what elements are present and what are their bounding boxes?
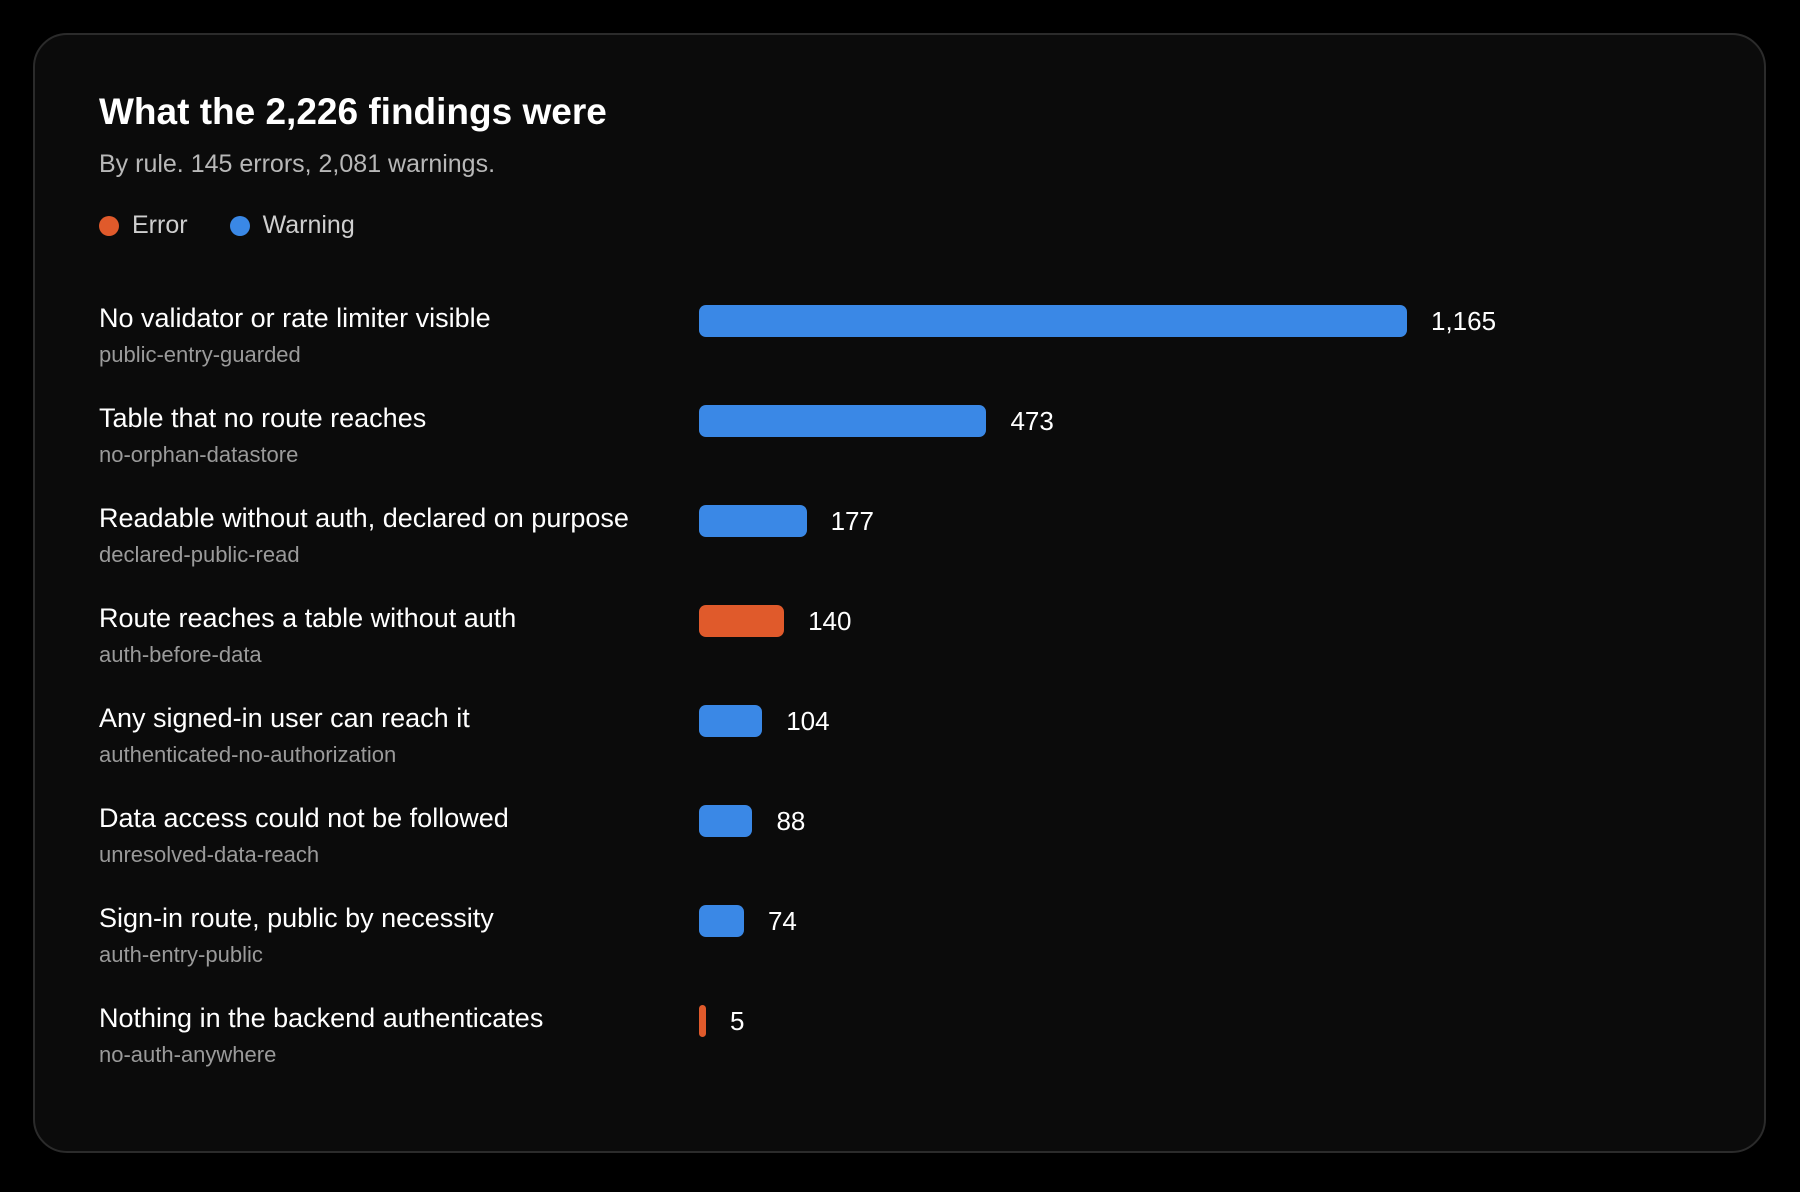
legend: Error Warning xyxy=(99,211,397,240)
chart-subtitle: By rule. 145 errors, 2,081 warnings. xyxy=(99,150,496,178)
bar-label: Sign-in route, public by necessity xyxy=(99,903,494,933)
error-dot-icon xyxy=(99,215,119,236)
bar-unresolved-data-reach xyxy=(699,805,753,837)
bar-authenticated-no-authorization xyxy=(699,705,763,737)
bar-no-orphan-datastore xyxy=(699,405,987,437)
bar-public-entry-guarded xyxy=(699,305,1407,337)
warning-dot-icon xyxy=(229,215,250,236)
rule-id-label: auth-entry-public xyxy=(99,942,263,967)
bar-label: Route reaches a table without auth xyxy=(99,603,517,633)
bar-row: Data access could not be followed unresol… xyxy=(35,803,1764,903)
rule-id-label: no-auth-anywhere xyxy=(99,1042,277,1067)
bar-value-label: 473 xyxy=(1010,406,1054,436)
bar-row: Table that no route reaches no-orphan-dat… xyxy=(35,403,1764,503)
legend-label-warning: Warning xyxy=(262,211,355,239)
bar-row: No validator or rate limiter visible publ… xyxy=(35,303,1764,403)
bar-value-label: 88 xyxy=(776,806,806,836)
bar-value-label: 1,165 xyxy=(1431,306,1497,336)
bar-label: Data access could not be followed xyxy=(99,803,509,833)
bar-declared-public-read xyxy=(699,505,807,537)
bar-row: Any signed-in user can reach it authentic… xyxy=(35,703,1764,803)
bar-value-label: 104 xyxy=(786,706,830,736)
rule-id-label: unresolved-data-reach xyxy=(99,842,320,867)
bar-value-label: 5 xyxy=(730,1006,745,1036)
rule-id-label: public-entry-guarded xyxy=(99,342,301,367)
chart-card: What the 2,226 findings were By rule. 14… xyxy=(33,33,1766,1153)
rule-id-label: authenticated-no-authorization xyxy=(99,742,397,767)
bar-no-auth-anywhere xyxy=(699,1005,706,1037)
bar-row: Nothing in the backend authenticates no-a… xyxy=(35,1003,1764,1103)
chart-title: What the 2,226 findings were xyxy=(99,91,607,132)
legend-item-warning: Warning xyxy=(229,211,355,240)
rule-id-label: no-orphan-datastore xyxy=(99,442,299,467)
rule-id-label: auth-before-data xyxy=(99,642,262,667)
bar-label: Nothing in the backend authenticates xyxy=(99,1003,544,1033)
legend-item-error: Error xyxy=(99,211,188,240)
bar-label: Readable without auth, declared on purpo… xyxy=(99,503,629,533)
bar-row: Sign-in route, public by necessity auth-e… xyxy=(35,903,1764,1003)
bar-value-label: 74 xyxy=(767,906,797,936)
bar-rows: No validator or rate limiter visible publ… xyxy=(35,35,1764,1151)
bar-label: Table that no route reaches xyxy=(99,403,427,433)
bar-value-label: 177 xyxy=(830,506,874,536)
bar-value-label: 140 xyxy=(808,606,852,636)
rule-id-label: declared-public-read xyxy=(99,542,300,567)
bar-auth-before-data xyxy=(699,605,785,637)
bar-row: Readable without auth, declared on purpo… xyxy=(35,503,1764,603)
bar-auth-entry-public xyxy=(699,905,744,937)
bar-row: Route reaches a table without auth auth-b… xyxy=(35,603,1764,703)
bar-label: No validator or rate limiter visible xyxy=(99,303,491,333)
legend-label-error: Error xyxy=(132,211,188,239)
bar-label: Any signed-in user can reach it xyxy=(99,703,470,733)
